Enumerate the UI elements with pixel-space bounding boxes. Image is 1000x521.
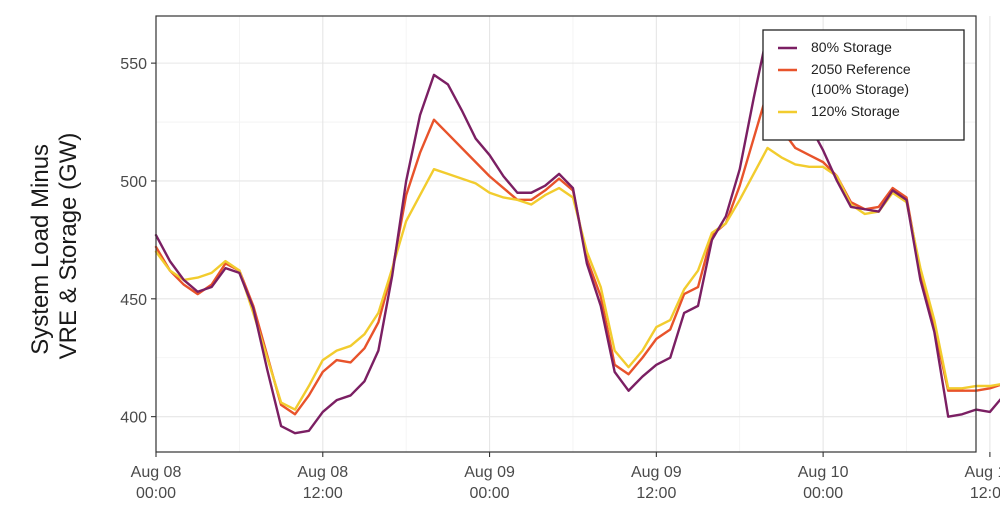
x-tick-label-date: Aug 10: [798, 464, 849, 481]
x-tick-label-time: 00:00: [470, 485, 510, 502]
y-tick-label: 450: [120, 292, 147, 309]
legend-label-line: 120% Storage: [811, 103, 900, 119]
x-tick-label-date: Aug 10: [965, 464, 1000, 481]
x-tick-label-time: 12:00: [636, 485, 676, 502]
y-tick-label: 400: [120, 410, 147, 427]
y-tick-label: 550: [120, 56, 147, 73]
x-tick-label-time: 12:00: [970, 485, 1000, 502]
series-line-3: [154, 146, 1000, 411]
x-tick-label-date: Aug 09: [464, 464, 515, 481]
legend-label-line: (100% Storage): [811, 81, 909, 97]
x-tick-label: Aug 10 12:00: [965, 464, 1000, 502]
y-axis: 400 450 500 550: [120, 56, 156, 427]
series-line-1: [154, 31, 1000, 435]
legend-label-line: 80% Storage: [811, 39, 892, 55]
x-tick-label: Aug 09 12:00: [631, 464, 682, 502]
x-tick-label-date: Aug 08: [297, 464, 348, 481]
y-tick-label: 500: [120, 174, 147, 191]
y-axis-label-line-2: VRE & Storage (GW): [55, 133, 82, 360]
series-line-2: [154, 90, 1000, 416]
x-tick-label: Aug 09 00:00: [464, 464, 515, 502]
legend-label-3: 120% Storage: [811, 103, 900, 119]
series-lines: [154, 31, 1000, 435]
legend-label-line: 2050 Reference: [811, 61, 911, 77]
y-axis-label-line-1: System Load Minus: [27, 144, 54, 355]
legend-label-1: 80% Storage: [811, 39, 892, 55]
x-tick-label: Aug 08 12:00: [297, 464, 348, 502]
y-axis-label: System Load Minus VRE & Storage (GW): [27, 133, 82, 360]
legend-label-2: 2050 Reference (100% Storage): [811, 61, 911, 97]
legend: 80% Storage 2050 Reference (100% Storage) 1…: [762, 29, 965, 141]
plot-border: [155, 15, 977, 453]
x-tick-label: Aug 10 00:00: [798, 464, 849, 502]
x-tick-label-time: 12:00: [303, 485, 343, 502]
x-tick-label-time: 00:00: [136, 485, 176, 502]
x-tick-label-date: Aug 09: [631, 464, 682, 481]
x-tick-label-date: Aug 08: [131, 464, 182, 481]
x-tick-label: Aug 08 00:00: [131, 464, 182, 502]
x-tick-label-time: 00:00: [803, 485, 843, 502]
x-axis: Aug 08 00:00 Aug 08 12:00 Aug 09 00:00 Aug 09 1…: [131, 452, 1000, 502]
